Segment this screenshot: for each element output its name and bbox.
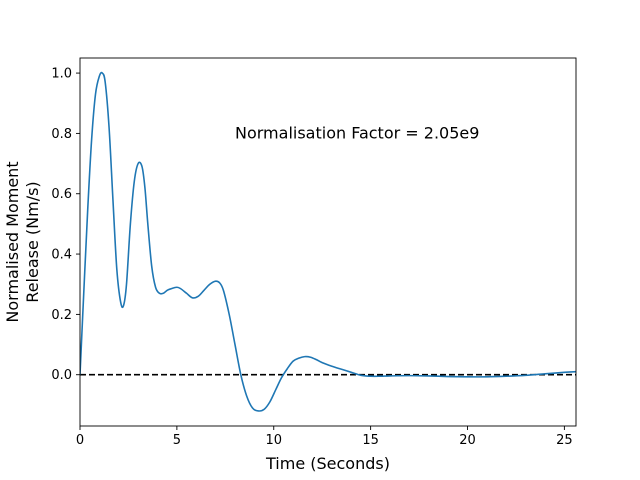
x-tick-label: 0 bbox=[76, 433, 84, 448]
x-tick-label: 25 bbox=[556, 433, 573, 448]
y-tick-label: 1.0 bbox=[51, 67, 72, 82]
y-axis-title-line-1: Normalised Moment bbox=[3, 161, 22, 322]
plot-area bbox=[80, 71, 576, 412]
y-tick-label: 0.6 bbox=[51, 187, 72, 202]
x-tick-label: 5 bbox=[173, 433, 181, 448]
series-line-0 bbox=[80, 71, 576, 412]
annotation-normalisation-factor: Normalisation Factor = 2.05e9 bbox=[235, 123, 479, 142]
y-tick-label: 0.8 bbox=[51, 127, 72, 142]
x-tick-label: 10 bbox=[265, 433, 282, 448]
x-axis-title: Time (Seconds) bbox=[265, 454, 390, 473]
axes: 0 5 10 15 20 25 0.0 0.2 0.4 0.6 0.8 1.0 bbox=[51, 57, 577, 448]
y-axis-title-line-2: Release (Nm/s) bbox=[23, 181, 42, 302]
plot-frame bbox=[79, 57, 577, 427]
y-tick-label: 0.4 bbox=[51, 248, 72, 263]
y-axis-title: Normalised Moment Release (Nm/s) bbox=[3, 161, 42, 322]
y-tick-label: 0.2 bbox=[51, 308, 72, 323]
x-tick-label: 20 bbox=[459, 433, 476, 448]
x-tick-label: 15 bbox=[362, 433, 379, 448]
y-tick-label: 0.0 bbox=[51, 368, 72, 383]
